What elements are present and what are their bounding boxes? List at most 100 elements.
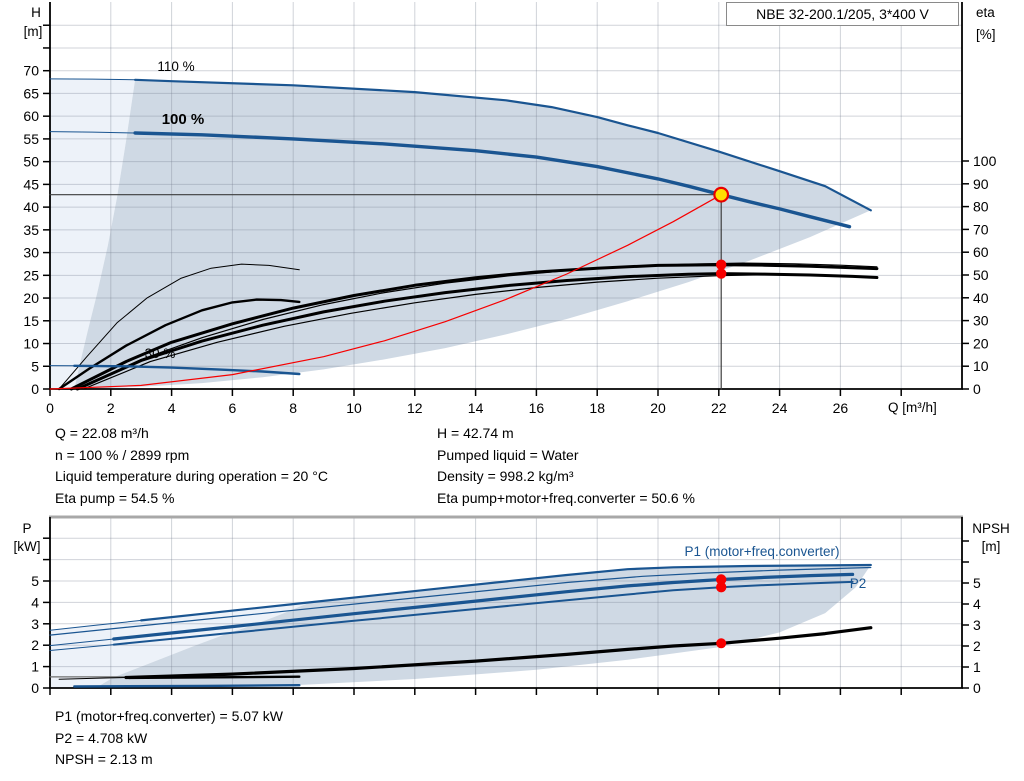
y-left-tick-label: 2 [31, 637, 39, 653]
label-110pct: 110 % [157, 59, 194, 74]
y-left-tick-label: 20 [23, 290, 39, 306]
eta-total-100pct [75, 272, 879, 391]
info-p2: P2 = 4.708 kW [55, 729, 148, 746]
p2-100pct [112, 580, 854, 646]
label-30pct: 30 % [145, 346, 176, 361]
y-right-tick-label: 2 [973, 638, 981, 654]
y-right-tick-label: 5 [973, 575, 981, 591]
y-right-tick-label: 80 [973, 199, 989, 215]
eta-total-point [716, 268, 727, 279]
x-tick-label: 4 [168, 400, 176, 416]
y-right-unit: [m] [982, 539, 1001, 554]
info-density: Density = 998.2 kg/m³ [437, 468, 574, 484]
y-left-unit: [kW] [14, 539, 41, 554]
info-head: H = 42.74 m [437, 425, 514, 441]
system-curve [49, 194, 722, 390]
x-tick-label: 26 [833, 400, 849, 416]
p1-110pct-lead [49, 619, 142, 631]
y-left-tick-label: 1 [31, 659, 39, 675]
y-left-tick-label: 60 [23, 108, 39, 124]
y-left-tick-label: 3 [31, 616, 39, 632]
duty-info-left: Q = 22.08 m³/h n = 100 % / 2899 rpm Liqu… [55, 423, 328, 509]
power-npsh-chart-ticks: 0 1 2 3 4 5 0 1 2 3 4 5 [31, 537, 981, 696]
y-right-tick-label: 20 [973, 335, 989, 351]
y-left-tick-label: 45 [23, 176, 39, 192]
x-tick-label: 8 [289, 400, 297, 416]
info-pumped-liquid: Pumped liquid = Water [437, 446, 579, 463]
info-eta-pump: Eta pump = 54.5 % [55, 489, 175, 506]
x-tick-label: 18 [589, 400, 605, 416]
npsh-lead [58, 677, 127, 680]
y-right-tick-label: 50 [973, 267, 989, 283]
y-right-tick-label: 70 [973, 221, 989, 237]
y-right-tick-label: 90 [973, 176, 989, 192]
y-right-tick-label: 3 [973, 617, 981, 633]
hq-eta-chart-grid [50, 2, 962, 389]
head-110pct-lead [49, 78, 136, 81]
power-npsh-chart: 0 1 2 3 4 5 0 1 2 3 4 5 P [kW] NPSH [m] P1 (motor+freq.c… [14, 515, 1010, 696]
npsh-point [716, 638, 727, 649]
y-left-tick-label: 30 [23, 245, 39, 261]
info-eta-total: Eta pump+motor+freq.converter = 50.6 % [437, 489, 695, 506]
x-tick-label: 16 [529, 400, 545, 416]
label-p1: P1 (motor+freq.converter) [685, 544, 840, 559]
y-right-tick-label: 30 [973, 313, 989, 329]
x-tick-label: 22 [711, 400, 727, 416]
y-right-title: eta [976, 5, 995, 20]
y-left-tick-label: 15 [23, 313, 39, 329]
power-envelope [95, 565, 871, 688]
y-left-tick-label: 50 [23, 154, 39, 170]
duty-point [713, 186, 730, 203]
p2-110pct [49, 566, 872, 636]
p1-110pct [140, 563, 872, 622]
info-flow: Q = 22.08 m³/h [55, 425, 149, 441]
x-tick-label: 14 [468, 400, 484, 416]
eta-pump-point [716, 259, 727, 270]
p2-point [716, 582, 727, 593]
eta-pump-30pct [58, 263, 300, 390]
p1-100pct [112, 572, 855, 641]
x-axis-title: Q [m³/h] [888, 400, 937, 415]
y-right-unit: [%] [976, 27, 996, 42]
y-right-tick-label: 0 [973, 381, 981, 397]
p-30pct-blue [73, 684, 301, 688]
y-right-tick-label: 10 [973, 358, 989, 374]
y-left-tick-label: 5 [31, 358, 39, 374]
y-left-tick-label: 65 [23, 85, 39, 101]
y-left-tick-label: 70 [23, 63, 39, 79]
head-100pct-lead [49, 131, 136, 134]
y-right-tick-label: 100 [973, 153, 997, 169]
p2-100pct-lead [49, 644, 115, 651]
hq-eta-chart: 0510152025303540455055606570010203040506… [23, 2, 997, 416]
power-npsh-chart-grid [50, 517, 962, 688]
pump-model-label: NBE 32-200.1/205, 3*400 V [756, 6, 929, 22]
y-left-tick-label: 35 [23, 222, 39, 238]
npsh-curve [124, 626, 873, 680]
info-p1: P1 (motor+freq.converter) = 5.07 kW [55, 708, 283, 724]
label-p2: P2 [850, 576, 867, 591]
y-left-tick-label: 5 [31, 573, 39, 589]
x-tick-label: 10 [346, 400, 362, 416]
y-right-tick-label: 60 [973, 244, 989, 260]
head-30pct [73, 364, 301, 376]
y-right-tick-label: 4 [973, 596, 981, 612]
y-right-title: NPSH [972, 521, 1010, 536]
operating-range-light [50, 78, 136, 390]
p1-100pct-lead [49, 638, 115, 647]
y-left-title: H [31, 5, 41, 20]
pump-model-box: NBE 32-200.1/205, 3*400 V [726, 2, 959, 26]
y-right-tick-label: 1 [973, 659, 981, 675]
x-tick-label: 24 [772, 400, 788, 416]
info-npsh: NPSH = 2.13 m [55, 751, 153, 767]
info-speed: n = 100 % / 2899 rpm [55, 446, 190, 463]
label-100pct: 100 % [162, 111, 205, 128]
x-tick-label: 2 [107, 400, 115, 416]
eta-pump-100pct [69, 263, 879, 391]
info-liquid-temp: Liquid temperature during operation = 20… [55, 468, 328, 484]
x-tick-label: 0 [46, 400, 54, 416]
y-right-tick-label: 40 [973, 290, 989, 306]
p1-point [716, 574, 727, 585]
head-110pct [134, 78, 872, 212]
